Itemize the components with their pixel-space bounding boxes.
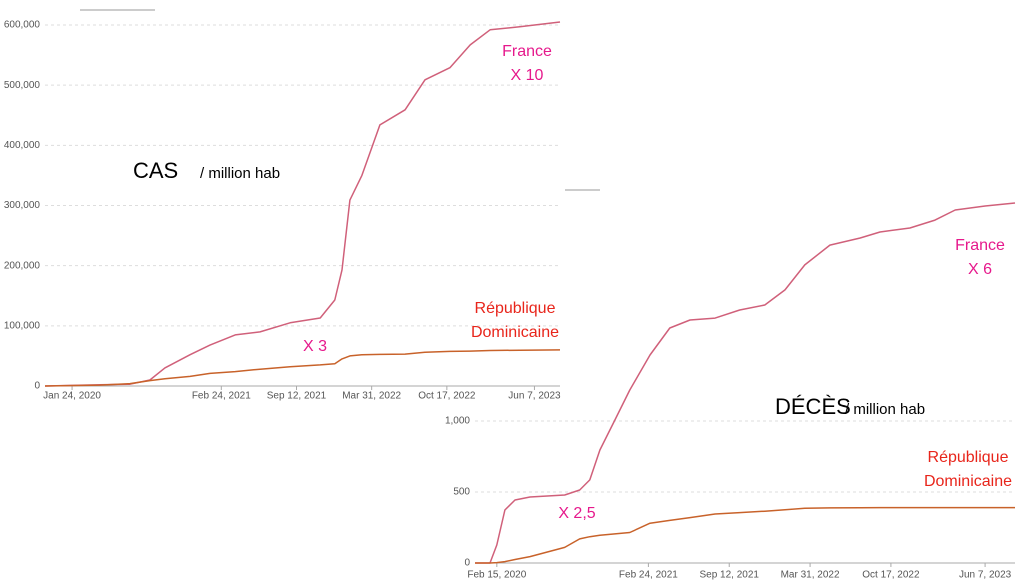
annotation: République [928,449,1009,466]
x-tick-label: Feb 15, 2020 [467,570,526,581]
y-tick-label: 100,000 [4,320,41,331]
series-line [475,202,1016,564]
annotation: République [475,300,556,317]
annotation: X 2,5 [558,505,595,522]
annotation: X 3 [303,338,327,355]
series-line [44,349,561,387]
y-tick-label: 200,000 [4,260,41,271]
y-tick-label: 0 [34,381,40,392]
y-tick-label: 300,000 [4,200,41,211]
x-tick-label: Oct 17, 2022 [418,391,476,402]
annotation: X 10 [511,67,544,84]
annotation: France [502,43,552,60]
x-tick-label: Jun 7, 2023 [508,391,561,402]
annotation: X 6 [968,261,992,278]
x-tick-label: Mar 31, 2022 [781,570,840,581]
y-tick-label: 1,000 [445,416,470,427]
x-tick-label: Sep 12, 2021 [267,391,327,402]
x-tick-label: Mar 31, 2022 [342,391,401,402]
y-tick-label: 500,000 [4,80,41,91]
series-line [475,506,1015,564]
y-tick-label: 600,000 [4,20,41,31]
x-tick-label: Feb 24, 2021 [192,391,251,402]
annotation: Dominicaine [924,473,1012,490]
annotation: CAS [133,158,178,183]
deaths-chart: 0 500 1,000 Feb 15, 2020 Feb 24, 2021 Sep 12,… [445,202,1016,581]
x-tick-label: Jan 24, 2020 [43,391,101,402]
x-tick-label: Oct 17, 2022 [862,570,920,581]
annotation: DÉCÈS [775,394,851,419]
cases-chart: 0 100,000 200,000 300,000 400,000 500,000 600,… [4,20,561,402]
annotation: / million hab [200,165,280,182]
x-tick-label: Sep 12, 2021 [699,570,759,581]
x-tick-label: Jun 7, 2023 [959,570,1012,581]
y-tick-label: 500 [453,487,470,498]
x-tick-label: Feb 24, 2021 [619,570,678,581]
annotation: / million hab [845,401,925,418]
series-line [44,21,561,387]
cases-panel-background [0,0,565,400]
annotation: France [955,237,1005,254]
y-tick-label: 0 [464,558,470,569]
y-tick-label: 400,000 [4,140,41,151]
annotation: Dominicaine [471,324,559,341]
